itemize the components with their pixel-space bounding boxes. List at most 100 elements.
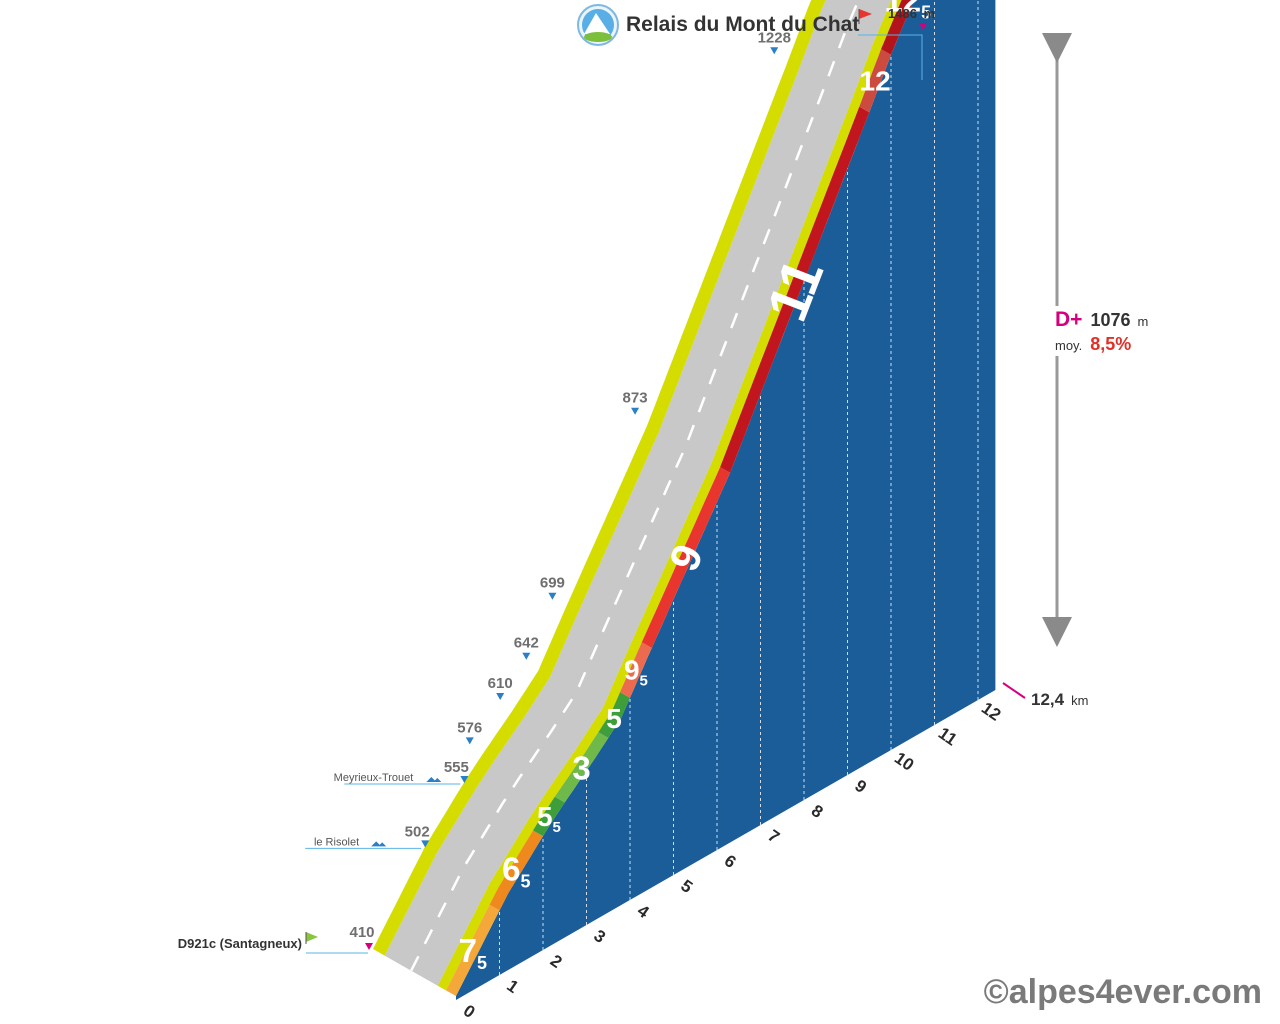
altitude-label: 642 (514, 635, 539, 652)
grade-sub: 5 (553, 819, 561, 836)
road-surface (373, 0, 902, 991)
place-markers: le Risolet 502 Meyrieux-Trouet 555 (305, 759, 469, 849)
altitude-marker-icon (631, 407, 640, 415)
place-altitude: 555 (444, 759, 469, 776)
total-distance-value: 12,4 (1031, 690, 1065, 709)
svg-text:moy. 8,5%: moy. 8,5% (1055, 334, 1131, 354)
km-tick-label: 2 (547, 951, 566, 972)
road-center-line (410, 0, 860, 972)
grade-main: 5 (606, 703, 622, 734)
grade-label: 5 (606, 703, 622, 734)
place-altitude: 502 (405, 823, 430, 840)
blue-side-face (456, 0, 996, 1000)
km-tick-label: 12 (978, 698, 1004, 724)
avg-value: 8,5% (1090, 334, 1131, 354)
svg-text:D+ 1076 m: D+ 1076 m (1055, 308, 1148, 331)
place-name: Meyrieux-Trouet (334, 772, 414, 784)
dplus-label: D+ (1055, 308, 1082, 331)
copyright-text: ©alpes4ever.com (984, 973, 1262, 1011)
summit-altitude: 1486 (888, 6, 917, 21)
dplus-unit: m (1137, 314, 1148, 329)
elevation-gain-indicator: D+ 1076 m moy. 8,5% (1042, 33, 1148, 647)
start-marker: D921c (Santagneux) 410 (178, 924, 375, 954)
summit-flag-icon (859, 9, 872, 19)
altitude-label: 576 (457, 719, 482, 736)
place-name: le Risolet (314, 836, 359, 848)
gradient-segment-3 (554, 732, 609, 803)
grade-label: 95 (624, 655, 648, 690)
grade-sub: 5 (520, 872, 530, 892)
grade-sub: 5 (477, 953, 487, 973)
summit-header: Relais du Mont du Chat 1486 m (577, 4, 935, 80)
km-tick-label: 5 (677, 876, 696, 897)
profile-side-face (456, 0, 996, 1000)
grade-label: 75 (459, 932, 487, 973)
page-title: Relais du Mont du Chat (626, 13, 859, 36)
gradient-segment-1 (489, 830, 543, 911)
grade-label: 55 (537, 801, 561, 836)
gradient-segment-8 (859, 49, 891, 113)
altitude-label: 1228 (758, 29, 791, 46)
km-tick-label: 11 (935, 724, 961, 750)
gradient-segment-7 (720, 106, 870, 473)
summit-altitude-unit: m (924, 6, 936, 21)
grade-main: 12 (884, 0, 921, 19)
road-edge-near (437, 0, 902, 991)
grade-main: 5 (537, 801, 553, 832)
houses-icon (371, 841, 387, 847)
grade-main: 12 (860, 65, 891, 96)
church-icon (426, 776, 442, 782)
km-tick-label: 3 (590, 926, 609, 947)
svg-text:12,4 km: 12,4 km (1031, 690, 1088, 709)
total-distance: 12,4 km (1002, 682, 1088, 709)
grade-sub: 5 (921, 3, 931, 23)
gradient-segment-0 (446, 904, 500, 996)
gradient-segments: 75655535959111212585 (446, 0, 931, 996)
grade-label: 125 (884, 0, 931, 23)
start-flag-icon (306, 932, 318, 942)
start-label: D921c (Santagneux) (178, 936, 302, 951)
grade-main: 3 (572, 749, 590, 786)
altitude-label: 610 (488, 675, 513, 692)
mountain-logo-icon (577, 4, 619, 46)
gradient-segment-2 (533, 796, 565, 837)
grade-sub: 5 (640, 673, 648, 690)
altitude-marker-icon (421, 840, 430, 848)
gradient-segment-6 (641, 467, 730, 648)
km-tick-label: 6 (721, 851, 740, 872)
svg-text:1486 m: 1486 m (888, 6, 935, 21)
dplus-value: 1076 (1090, 310, 1130, 330)
grade-main: 9 (624, 655, 640, 686)
gradient-segment-9 (881, 0, 914, 55)
start-altitude: 410 (349, 924, 374, 941)
km-tick-label: 7 (764, 826, 783, 847)
km-tick-label: 9 (851, 776, 870, 797)
altitude-markers: 576610642699873122812851385 (457, 29, 791, 745)
grade-label: 12 (860, 65, 891, 96)
altitude-marker-icon (548, 592, 557, 600)
altitude-marker-icon (465, 737, 474, 745)
altitude-marker-icon (522, 652, 531, 660)
total-distance-unit: km (1071, 693, 1088, 708)
km-tick-label: 4 (634, 901, 653, 922)
km-tick-label: 1 (503, 976, 522, 997)
altitude-marker-icon (770, 47, 779, 55)
altitude-marker-icon (496, 693, 505, 700)
altitude-label: 699 (540, 575, 565, 592)
km-tick-label: 8 (808, 801, 827, 822)
road-asphalt (384, 0, 892, 986)
grade-main: 7 (459, 932, 477, 969)
grade-label: 3 (572, 749, 590, 786)
altitude-marker-icon (460, 775, 469, 783)
avg-label: moy. (1055, 338, 1082, 353)
grade-main: 6 (502, 851, 520, 888)
road-edge-far (373, 0, 826, 956)
altitude-label: 873 (623, 390, 648, 407)
gradient-segment-5 (620, 642, 652, 698)
grade-label: 65 (502, 851, 530, 892)
gradient-segment-4 (598, 692, 630, 738)
km-tick-label: 0 (460, 1001, 479, 1022)
km-tick-label: 10 (891, 748, 917, 774)
km-drop-lines (499, 0, 979, 975)
